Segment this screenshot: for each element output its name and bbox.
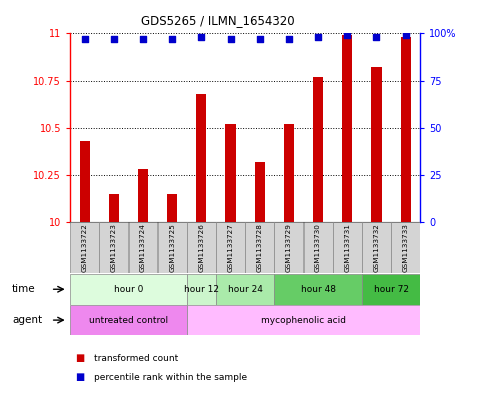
Point xyxy=(314,34,322,40)
Bar xyxy=(255,162,265,222)
Bar xyxy=(167,194,177,222)
Bar xyxy=(187,222,216,273)
Point xyxy=(110,36,118,42)
Point xyxy=(343,32,351,39)
Text: untreated control: untreated control xyxy=(89,316,168,325)
Bar xyxy=(216,274,274,305)
Text: hour 72: hour 72 xyxy=(373,285,409,294)
Bar xyxy=(304,222,332,273)
Text: GSM1133725: GSM1133725 xyxy=(169,223,175,272)
Bar xyxy=(362,274,420,305)
Bar xyxy=(342,35,353,222)
Point xyxy=(256,36,264,42)
Bar xyxy=(274,274,362,305)
Bar xyxy=(313,77,323,222)
Bar xyxy=(216,222,245,273)
Text: mycophenolic acid: mycophenolic acid xyxy=(261,316,346,325)
Point xyxy=(198,34,205,40)
Text: GSM1133731: GSM1133731 xyxy=(344,223,350,272)
Bar xyxy=(187,274,216,305)
Bar xyxy=(371,67,382,222)
Bar xyxy=(99,222,128,273)
Text: hour 0: hour 0 xyxy=(114,285,143,294)
Bar xyxy=(400,37,411,222)
Text: GSM1133726: GSM1133726 xyxy=(199,223,204,272)
Bar xyxy=(128,222,157,273)
Text: percentile rank within the sample: percentile rank within the sample xyxy=(94,373,247,382)
Bar xyxy=(70,305,186,335)
Text: GSM1133730: GSM1133730 xyxy=(315,223,321,272)
Text: GSM1133727: GSM1133727 xyxy=(227,223,234,272)
Text: hour 12: hour 12 xyxy=(184,285,219,294)
Text: GSM1133729: GSM1133729 xyxy=(286,223,292,272)
Text: ■: ■ xyxy=(75,372,84,382)
Text: time: time xyxy=(12,284,36,294)
Text: hour 24: hour 24 xyxy=(227,285,263,294)
Bar xyxy=(138,169,148,222)
Bar xyxy=(333,222,362,273)
Point xyxy=(285,36,293,42)
Text: GSM1133733: GSM1133733 xyxy=(403,223,409,272)
Point xyxy=(81,36,88,42)
Text: hour 48: hour 48 xyxy=(300,285,336,294)
Point xyxy=(139,36,147,42)
Bar xyxy=(70,274,186,305)
Point xyxy=(402,32,410,39)
Point xyxy=(168,36,176,42)
Bar xyxy=(80,141,90,222)
Bar xyxy=(391,222,420,273)
Point xyxy=(372,34,380,40)
Text: transformed count: transformed count xyxy=(94,354,178,363)
Bar xyxy=(226,124,236,222)
Bar xyxy=(274,222,303,273)
Bar xyxy=(196,94,206,222)
Text: ■: ■ xyxy=(75,353,84,364)
Text: GDS5265 / ILMN_1654320: GDS5265 / ILMN_1654320 xyxy=(141,14,294,27)
Text: GSM1133732: GSM1133732 xyxy=(373,223,380,272)
Text: GSM1133723: GSM1133723 xyxy=(111,223,117,272)
Bar xyxy=(187,305,420,335)
Point xyxy=(227,36,234,42)
Bar xyxy=(70,222,99,273)
Text: GSM1133724: GSM1133724 xyxy=(140,223,146,272)
Bar xyxy=(362,222,391,273)
Bar xyxy=(109,194,119,222)
Bar xyxy=(158,222,186,273)
Text: agent: agent xyxy=(12,315,42,325)
Text: GSM1133722: GSM1133722 xyxy=(82,223,87,272)
Bar xyxy=(245,222,274,273)
Bar xyxy=(284,124,294,222)
Text: GSM1133728: GSM1133728 xyxy=(256,223,263,272)
